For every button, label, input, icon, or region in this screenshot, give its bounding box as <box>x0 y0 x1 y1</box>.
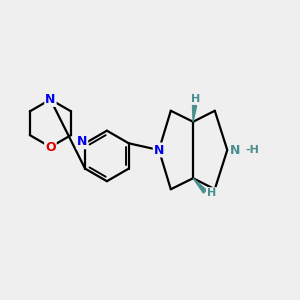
Text: N: N <box>77 135 87 148</box>
Polygon shape <box>193 178 206 193</box>
Text: -H: -H <box>246 145 260 155</box>
Text: N: N <box>154 143 164 157</box>
Text: O: O <box>45 140 56 154</box>
Text: N: N <box>230 143 240 157</box>
Text: H: H <box>191 94 201 104</box>
Text: N: N <box>45 93 56 106</box>
Polygon shape <box>193 105 197 122</box>
Text: H: H <box>207 188 216 198</box>
